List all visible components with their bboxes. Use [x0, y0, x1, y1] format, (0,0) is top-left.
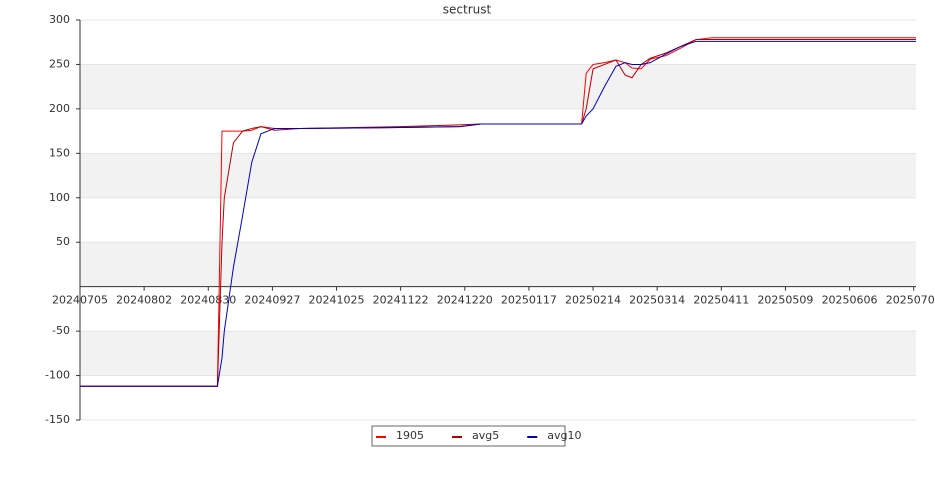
- grid-band: [80, 331, 916, 376]
- y-tick-label: 150: [49, 146, 70, 159]
- x-tick-label: 20250606: [822, 294, 878, 307]
- grid-band: [80, 242, 916, 287]
- y-tick-label: 100: [49, 191, 70, 204]
- x-tick-label: 20250509: [757, 294, 813, 307]
- legend-label: 1905: [396, 429, 424, 442]
- x-tick-label: 20240802: [116, 294, 172, 307]
- x-tick-label: 20241122: [373, 294, 429, 307]
- chart-title: sectrust: [443, 3, 492, 17]
- y-tick-label: -50: [52, 324, 70, 337]
- grid-band: [80, 153, 916, 198]
- y-tick-label: 200: [49, 102, 70, 115]
- x-tick-label: 20240830: [180, 294, 236, 307]
- x-tick-label: 20250214: [565, 294, 621, 307]
- y-tick-label: -100: [45, 369, 70, 382]
- x-tick-label: 20250411: [693, 294, 749, 307]
- x-tick-label: 20250117: [501, 294, 557, 307]
- legend-label: avg5: [472, 429, 499, 442]
- y-tick-label: 300: [49, 13, 70, 26]
- x-tick-label: 20241025: [309, 294, 365, 307]
- x-tick-label: 20240927: [244, 294, 300, 307]
- y-tick-label: 250: [49, 57, 70, 70]
- x-tick-label: 20250314: [629, 294, 685, 307]
- x-tick-label: 20241220: [437, 294, 493, 307]
- grid-band: [80, 64, 916, 109]
- y-tick-label: 50: [56, 235, 70, 248]
- y-tick-label: -150: [45, 413, 70, 426]
- x-tick-label: 20240705: [52, 294, 108, 307]
- legend: 1905 avg5 avg10: [371, 425, 581, 447]
- x-tick-label: 20250704: [886, 294, 935, 307]
- legend-box: [371, 425, 566, 447]
- legend-label: avg10: [547, 429, 581, 442]
- series-line: [80, 40, 916, 387]
